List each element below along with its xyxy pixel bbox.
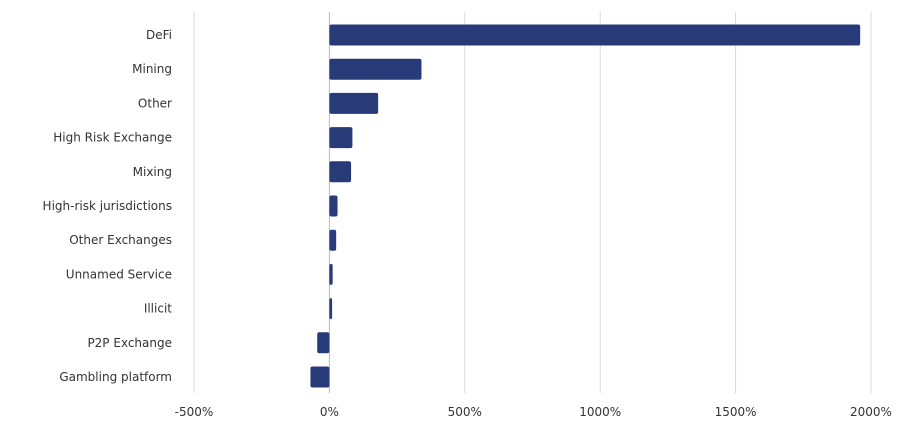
- x-tick-label: 0%: [320, 405, 339, 419]
- bar: [329, 92, 379, 114]
- category-label: DeFi: [146, 28, 172, 42]
- category-labels: DeFi Mining Other High Risk Exchange Mixing H…: [43, 28, 173, 384]
- category-label: High-risk jurisdictions: [43, 199, 172, 213]
- x-tick-label: 1500%: [715, 405, 757, 419]
- category-label: Mining: [132, 62, 172, 76]
- x-tick-label: -500%: [175, 405, 214, 419]
- x-tick-label: 2000%: [850, 405, 892, 419]
- bar: [329, 263, 333, 285]
- category-label: Mixing: [133, 165, 172, 179]
- category-label: Gambling platform: [59, 370, 172, 384]
- bars: [310, 24, 861, 388]
- category-label: P2P Exchange: [87, 336, 172, 350]
- x-axis-tick-labels: -500% 0% 500% 1000% 1500% 2000%: [175, 405, 892, 419]
- bar: [329, 195, 338, 217]
- grid-lines: [193, 12, 872, 393]
- bar: [329, 298, 333, 320]
- x-tick-label: 1000%: [579, 405, 621, 419]
- bar: [329, 127, 353, 149]
- category-label: High Risk Exchange: [53, 131, 172, 145]
- bar: [329, 229, 337, 251]
- bar: [329, 161, 352, 183]
- bar: [329, 24, 861, 46]
- category-label: Other Exchanges: [69, 233, 172, 247]
- bar: [317, 332, 330, 354]
- bar: [329, 58, 422, 80]
- x-tick-label: 500%: [448, 405, 482, 419]
- bar: [310, 366, 330, 388]
- category-label: Unnamed Service: [66, 267, 172, 281]
- category-label: Illicit: [144, 302, 172, 316]
- category-label: Other: [138, 96, 172, 110]
